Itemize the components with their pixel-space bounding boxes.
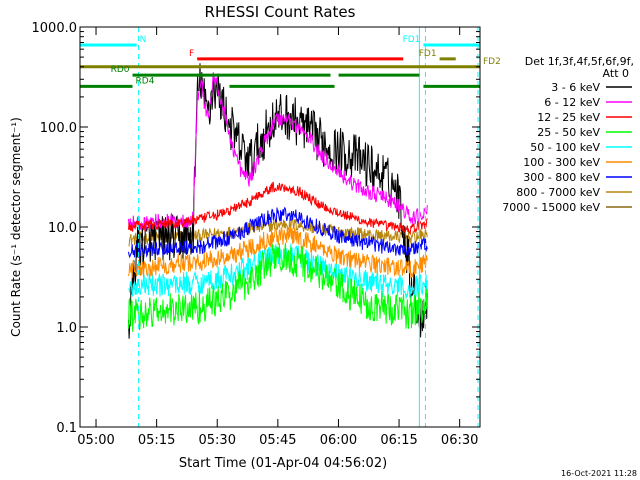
y-tick-label: 0.1: [56, 421, 77, 436]
timestamp-footer: 16-Oct-2021 11:28: [561, 469, 637, 478]
x-tick-label: 06:00: [320, 433, 357, 448]
x-tick-label: 06:30: [441, 433, 478, 448]
flag-label-n: N: [140, 35, 147, 45]
series-line-3: [128, 181, 428, 236]
series-line-7: [128, 206, 428, 259]
flag-label-f: F: [189, 49, 194, 59]
legend: Det 1f,3f,4f,5f,6f,9f, Att 0 3 - 6 keV 6 …: [502, 55, 634, 214]
flag-label-rd0: RD0: [111, 65, 130, 75]
y-tick-label: 1.0: [56, 321, 77, 336]
legend-label-9: 7000 - 15000 keV: [502, 201, 600, 214]
x-tick-label: 05:45: [259, 433, 296, 448]
x-axis-label: Start Time (01-Apr-04 04:56:02): [179, 456, 387, 471]
legend-label-8: 800 - 7000 keV: [516, 186, 600, 199]
legend-label-1: 3 - 6 keV: [551, 81, 600, 94]
axis-layer: 0.1 1.0 10.0 100.0 1000.0 05:00 05:15 05:30 05:4…: [32, 21, 481, 448]
series-line-4: [128, 242, 428, 332]
y-tick-label: 100.0: [40, 121, 77, 136]
flag-label-fd2: FD2: [483, 57, 501, 67]
chart-title: RHESSI Count Rates: [205, 3, 356, 21]
flag-label-fd1: FD1: [403, 35, 421, 45]
x-tick-label: 06:15: [380, 433, 417, 448]
legend-title-line1: Det 1f,3f,4f,5f,6f,9f,: [525, 55, 634, 68]
series-line-6: [128, 226, 428, 279]
y-tick-label: 10.0: [48, 221, 77, 236]
x-tick-label: 05:30: [199, 433, 236, 448]
y-axis-label: Count Rate (s⁻¹ detector segment⁻¹): [9, 117, 23, 337]
series-layer: [128, 63, 428, 339]
legend-label-2: 6 - 12 keV: [544, 96, 600, 109]
legend-title-line2: Att 0: [603, 67, 629, 80]
x-tick-label: 05:15: [138, 433, 175, 448]
legend-label-6: 100 - 300 keV: [523, 156, 600, 169]
flag-label-rd4: RD4: [136, 76, 155, 86]
legend-label-5: 50 - 100 keV: [530, 141, 600, 154]
legend-label-3: 12 - 25 keV: [537, 111, 600, 124]
x-tick-label: 05:00: [77, 433, 114, 448]
flag-label-fd1: FD1: [419, 49, 437, 59]
legend-label-4: 25 - 50 keV: [537, 126, 600, 139]
y-tick-label: 1000.0: [32, 21, 78, 36]
legend-label-7: 300 - 800 keV: [523, 171, 600, 184]
